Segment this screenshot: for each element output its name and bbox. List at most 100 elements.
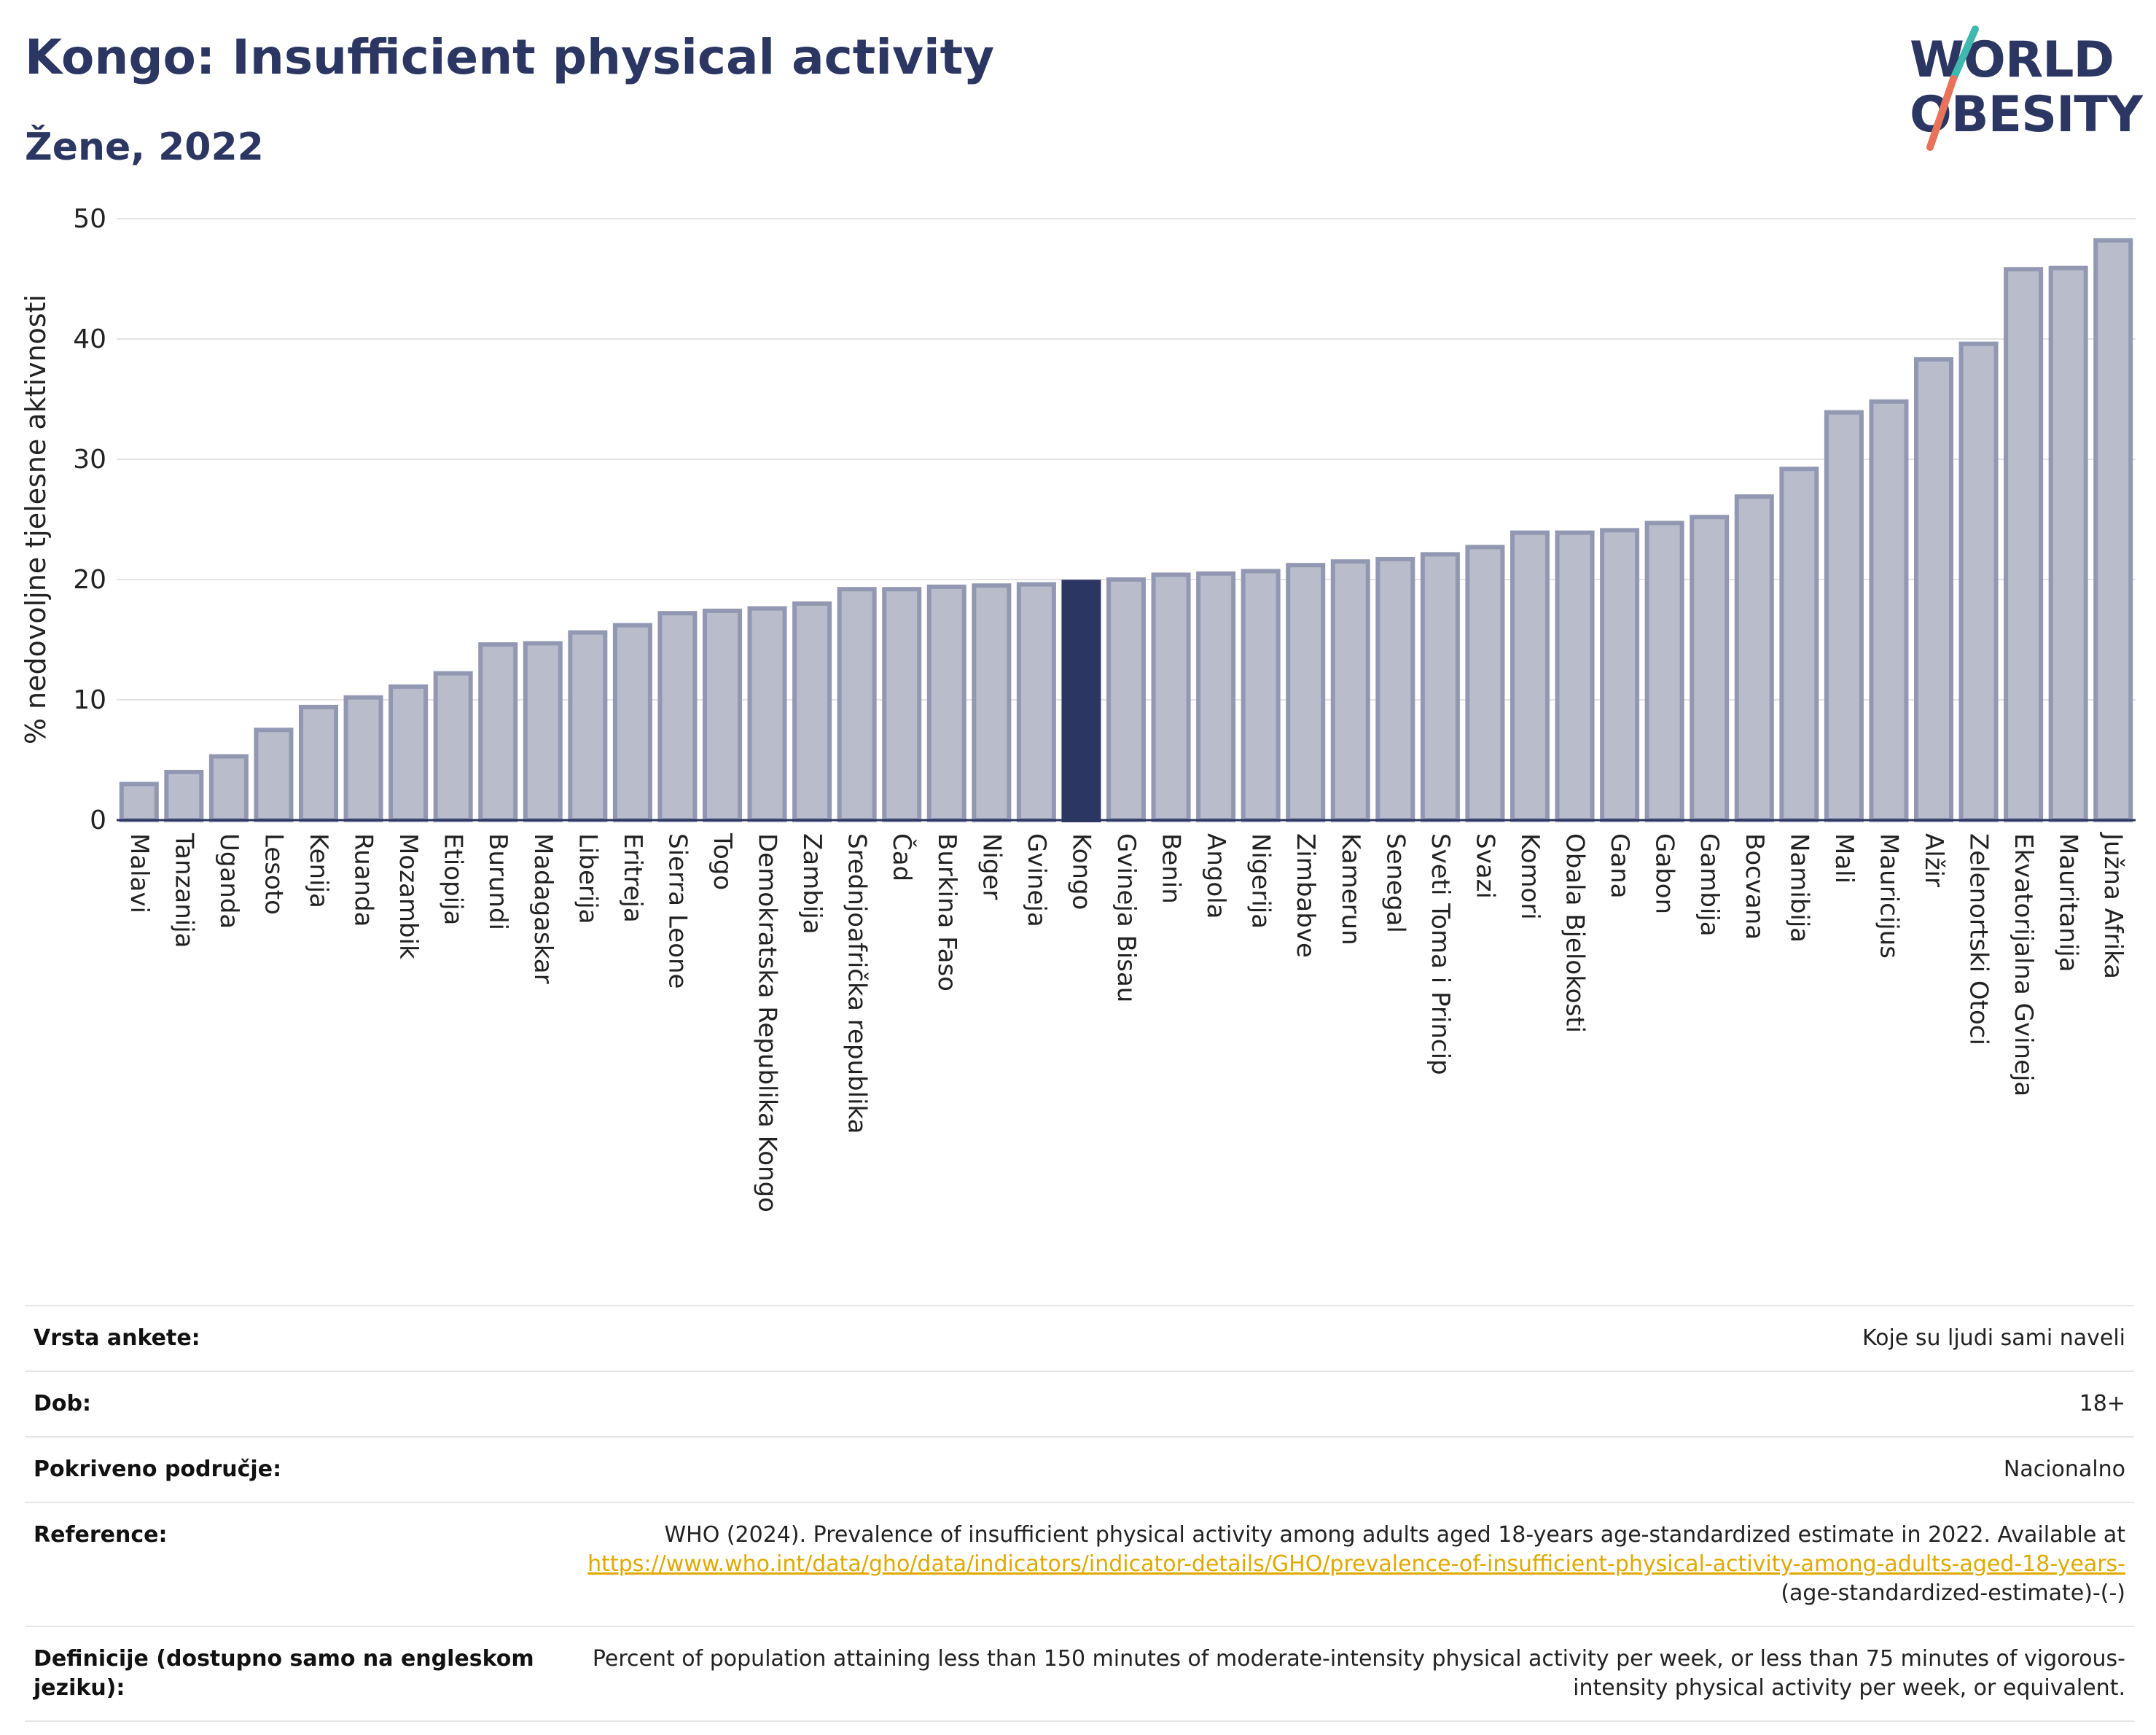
x-tick-label: Uganda xyxy=(214,833,243,929)
x-tick-label: Benin xyxy=(1157,833,1186,904)
x-tick-label: Kamerun xyxy=(1336,833,1365,946)
bar-niger xyxy=(972,583,1012,822)
bar-ekvatorijalna-gvineja xyxy=(2004,267,2044,823)
x-tick-label: Mauritanija xyxy=(2054,833,2083,972)
info-label: Reference: xyxy=(25,1502,567,1626)
info-value: WHO (2024). Prevalence of insufficient p… xyxy=(567,1502,2134,1626)
bar-eritreja xyxy=(612,623,652,822)
info-row-definition: Definicije (dostupno samo na engleskom j… xyxy=(25,1626,2134,1722)
x-tick-label: Madagaskar xyxy=(528,833,558,984)
y-tick-label: 20 xyxy=(73,565,106,595)
info-table: Vrsta ankete: Koje su ljudi sami naveli … xyxy=(25,1305,2134,1722)
bar-zimbabve xyxy=(1286,563,1326,822)
info-row-survey-type: Vrsta ankete: Koje su ljudi sami naveli xyxy=(25,1305,2134,1371)
bar-ruanda xyxy=(343,695,383,823)
bar-etiopija xyxy=(433,671,473,823)
x-tick-label: Lesoto xyxy=(259,833,288,915)
y-axis-ticks: 0 10 20 30 40 50 xyxy=(73,204,106,835)
bar-chart: 0 10 20 30 40 50 % nedovoljne tjelesne aktivn… xyxy=(20,204,2136,1212)
x-tick-label: Burkina Faso xyxy=(932,833,961,991)
bar-srednjoafrička-republika xyxy=(837,587,877,822)
bar-namibija xyxy=(1779,467,1819,822)
bar-burundi xyxy=(478,642,518,822)
x-tick-label: Liberija xyxy=(573,833,602,924)
bar-demokratska-republika-kongo xyxy=(747,606,787,822)
x-tick-label: Malavi xyxy=(125,833,154,913)
x-tick-label: Etiopija xyxy=(439,833,468,925)
bar-gambija xyxy=(1690,515,1730,822)
bar-zelenortski-otoci xyxy=(1958,341,1999,823)
bar-madagaskar xyxy=(523,641,563,823)
info-label: Dob: xyxy=(25,1371,567,1437)
x-tick-label: Gvineja xyxy=(1022,833,1051,927)
info-value: Koje su ljudi sami naveli xyxy=(567,1305,2134,1371)
info-label: Definicije (dostupno samo na engleskom j… xyxy=(25,1626,567,1722)
x-tick-label: Niger xyxy=(977,833,1006,900)
x-tick-label: Zimbabve xyxy=(1291,833,1320,958)
x-tick-label: Gambija xyxy=(1695,833,1724,937)
x-tick-label: Zambija xyxy=(797,833,827,935)
bar-sveti-toma-i-princip xyxy=(1420,552,1460,822)
x-tick-label: Senegal xyxy=(1380,833,1410,933)
y-tick-label: 10 xyxy=(73,685,106,715)
logo-slash-coral xyxy=(1926,75,1957,151)
x-tick-label: Burundi xyxy=(483,833,512,930)
x-tick-label: Mali xyxy=(1829,833,1859,884)
bar-malavi xyxy=(119,781,159,822)
x-tick-label: Ekvatorijalna Gvineja xyxy=(2009,833,2038,1096)
info-label: Pokriveno područje: xyxy=(25,1436,567,1502)
bar-mali xyxy=(1824,410,1864,822)
logo-slash-teal xyxy=(1950,26,1979,82)
logo-line1: WORLD xyxy=(1910,31,2114,89)
bar-senegal xyxy=(1375,556,1415,822)
bar-gana xyxy=(1600,528,1640,822)
x-axis-labels: Malavi Tanzanija Uganda Lesoto Kenija Ruanda M… xyxy=(125,832,2128,1212)
bar-mauritanija xyxy=(2048,265,2088,822)
bar-burkina-faso xyxy=(926,584,966,823)
y-tick-label: 0 xyxy=(90,806,106,835)
bar-angola xyxy=(1196,571,1236,822)
bar-svazi xyxy=(1465,545,1505,822)
info-row-age: Dob: 18+ xyxy=(25,1371,2134,1437)
bar-mozambik xyxy=(388,684,429,822)
y-tick-label: 50 xyxy=(73,204,106,234)
bar-lesoto xyxy=(254,728,294,822)
reference-text: WHO (2024). Prevalence of insufficient p… xyxy=(664,1522,2125,1548)
x-tick-label: Gabon xyxy=(1650,833,1679,914)
x-tick-label: Sierra Leone xyxy=(663,833,692,989)
x-tick-label: Južna Afrika xyxy=(2098,832,2128,979)
x-tick-label: Zelenortski Otoci xyxy=(1964,833,1993,1045)
bar-zambija xyxy=(792,601,832,822)
y-axis-title: % nedovoljne tjelesne aktivnosti xyxy=(20,295,52,744)
y-tick-label: 30 xyxy=(73,445,106,475)
x-tick-label: Mozambik xyxy=(394,833,423,959)
bar-južna-afrika xyxy=(2093,238,2133,822)
info-row-reference: Reference: WHO (2024). Prevalence of ins… xyxy=(25,1502,2134,1626)
bar-kenija xyxy=(298,704,339,823)
x-tick-label: Kongo xyxy=(1066,833,1095,910)
x-tick-label: Togo xyxy=(708,833,737,890)
bar-benin xyxy=(1151,572,1191,823)
chart-title: Kongo: Insufficient physical activity xyxy=(25,29,995,85)
x-tick-label: Gvineja Bisau xyxy=(1112,833,1141,1002)
bar-gabon xyxy=(1644,520,1684,822)
bar-alžir xyxy=(1913,357,1954,823)
x-tick-label: Čad xyxy=(887,833,917,881)
x-tick-label: Bocvana xyxy=(1740,833,1769,940)
bar-kamerun xyxy=(1330,559,1370,822)
bar-tanzanija xyxy=(164,770,204,822)
reference-link[interactable]: https://www.who.int/data/gho/data/indica… xyxy=(587,1551,2125,1577)
x-tick-label: Sveti Toma i Princip xyxy=(1426,833,1455,1075)
x-tick-label: Angola xyxy=(1201,833,1230,919)
x-tick-label: Demokratska Republika Kongo xyxy=(753,833,782,1212)
bar-liberija xyxy=(568,630,608,822)
chart-subtitle: Žene, 2022 xyxy=(25,125,264,169)
x-tick-label: Svazi xyxy=(1470,833,1499,899)
bar-togo xyxy=(702,608,743,823)
x-tick-label: Mauricijus xyxy=(1874,833,1903,959)
bar-bocvana xyxy=(1734,494,1774,822)
x-tick-label: Kenija xyxy=(304,833,333,908)
bar-sierra-leone xyxy=(657,611,698,822)
bar-uganda xyxy=(208,754,249,822)
x-tick-label: Tanzanija xyxy=(169,833,198,948)
